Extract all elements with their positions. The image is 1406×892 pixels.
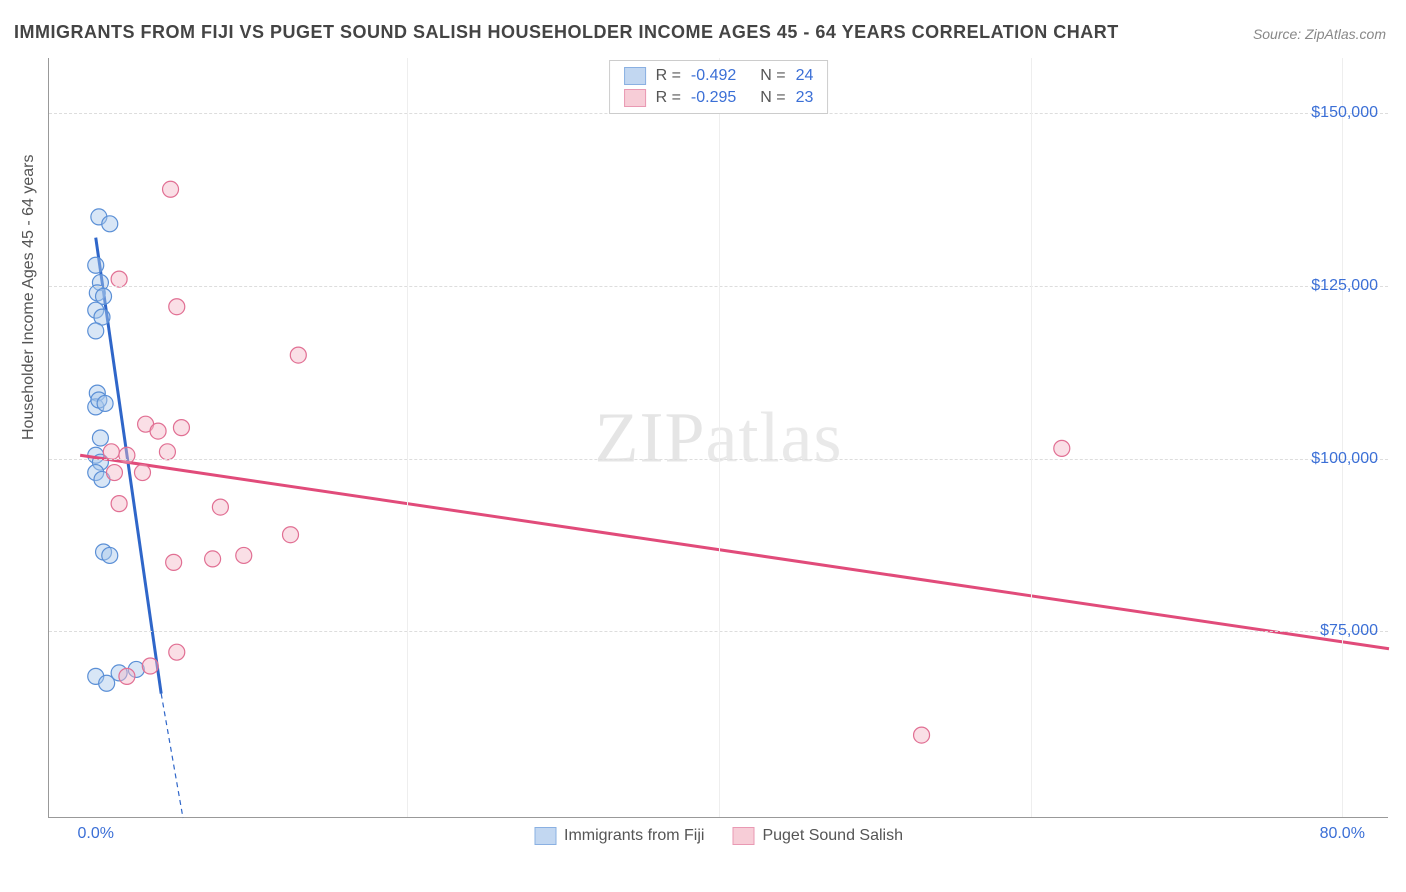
y-tick-label: $150,000 [1311, 104, 1378, 122]
stats-n-label: N = [760, 67, 785, 85]
stats-r-label: R = [656, 89, 681, 107]
stats-r-value: -0.492 [691, 67, 736, 85]
data-point [290, 347, 306, 363]
data-point [119, 668, 135, 684]
chart-title: IMMIGRANTS FROM FIJI VS PUGET SOUND SALI… [14, 22, 1119, 43]
stats-box: R = -0.492 N = 24 R = -0.295 N = 23 [609, 60, 829, 114]
data-point [88, 323, 104, 339]
data-point [88, 257, 104, 273]
trend-line [80, 455, 1389, 648]
gridline-v [407, 58, 408, 817]
plot-area: ZIPatlas $75,000$100,000$125,000$150,000… [48, 58, 1388, 818]
legend-swatch [534, 827, 556, 845]
legend-swatch [624, 89, 646, 107]
data-point [163, 181, 179, 197]
data-point [111, 496, 127, 512]
stats-n-value: 23 [796, 89, 814, 107]
legend-item: Immigrants from Fiji [534, 827, 704, 845]
y-axis-title: Householder Income Ages 45 - 64 years [20, 155, 38, 441]
legend-swatch [624, 67, 646, 85]
x-tick-label: 80.0% [1320, 825, 1365, 843]
legend-bottom: Immigrants from Fiji Puget Sound Salish [534, 827, 903, 845]
x-tick-label: 0.0% [78, 825, 114, 843]
stats-n-value: 24 [796, 67, 814, 85]
legend-item: Puget Sound Salish [732, 827, 903, 845]
stats-row: R = -0.492 N = 24 [624, 65, 814, 87]
legend-label: Puget Sound Salish [762, 827, 903, 845]
legend-swatch [732, 827, 754, 845]
source-attribution: Source: ZipAtlas.com [1253, 26, 1386, 42]
data-point [159, 444, 175, 460]
data-point [212, 499, 228, 515]
stats-r-label: R = [656, 67, 681, 85]
data-point [102, 547, 118, 563]
y-tick-label: $75,000 [1320, 622, 1378, 640]
data-point [166, 554, 182, 570]
data-point [119, 447, 135, 463]
data-point [92, 430, 108, 446]
data-point [111, 271, 127, 287]
data-point [236, 547, 252, 563]
data-point [173, 420, 189, 436]
data-point [1054, 440, 1070, 456]
data-point [169, 644, 185, 660]
data-point [205, 551, 221, 567]
y-tick-label: $100,000 [1311, 450, 1378, 468]
data-point [150, 423, 166, 439]
gridline-v [1342, 58, 1343, 817]
stats-n-label: N = [760, 89, 785, 107]
data-point [102, 216, 118, 232]
gridline-v [719, 58, 720, 817]
data-point [134, 465, 150, 481]
data-point [99, 675, 115, 691]
data-point [103, 444, 119, 460]
stats-row: R = -0.295 N = 23 [624, 87, 814, 109]
data-point [283, 527, 299, 543]
data-point [106, 465, 122, 481]
data-point [169, 299, 185, 315]
stats-r-value: -0.295 [691, 89, 736, 107]
data-point [97, 395, 113, 411]
legend-label: Immigrants from Fiji [564, 827, 704, 845]
data-point [142, 658, 158, 674]
trend-line-ext [161, 694, 183, 818]
gridline-v [1031, 58, 1032, 817]
data-point [914, 727, 930, 743]
y-tick-label: $125,000 [1311, 277, 1378, 295]
